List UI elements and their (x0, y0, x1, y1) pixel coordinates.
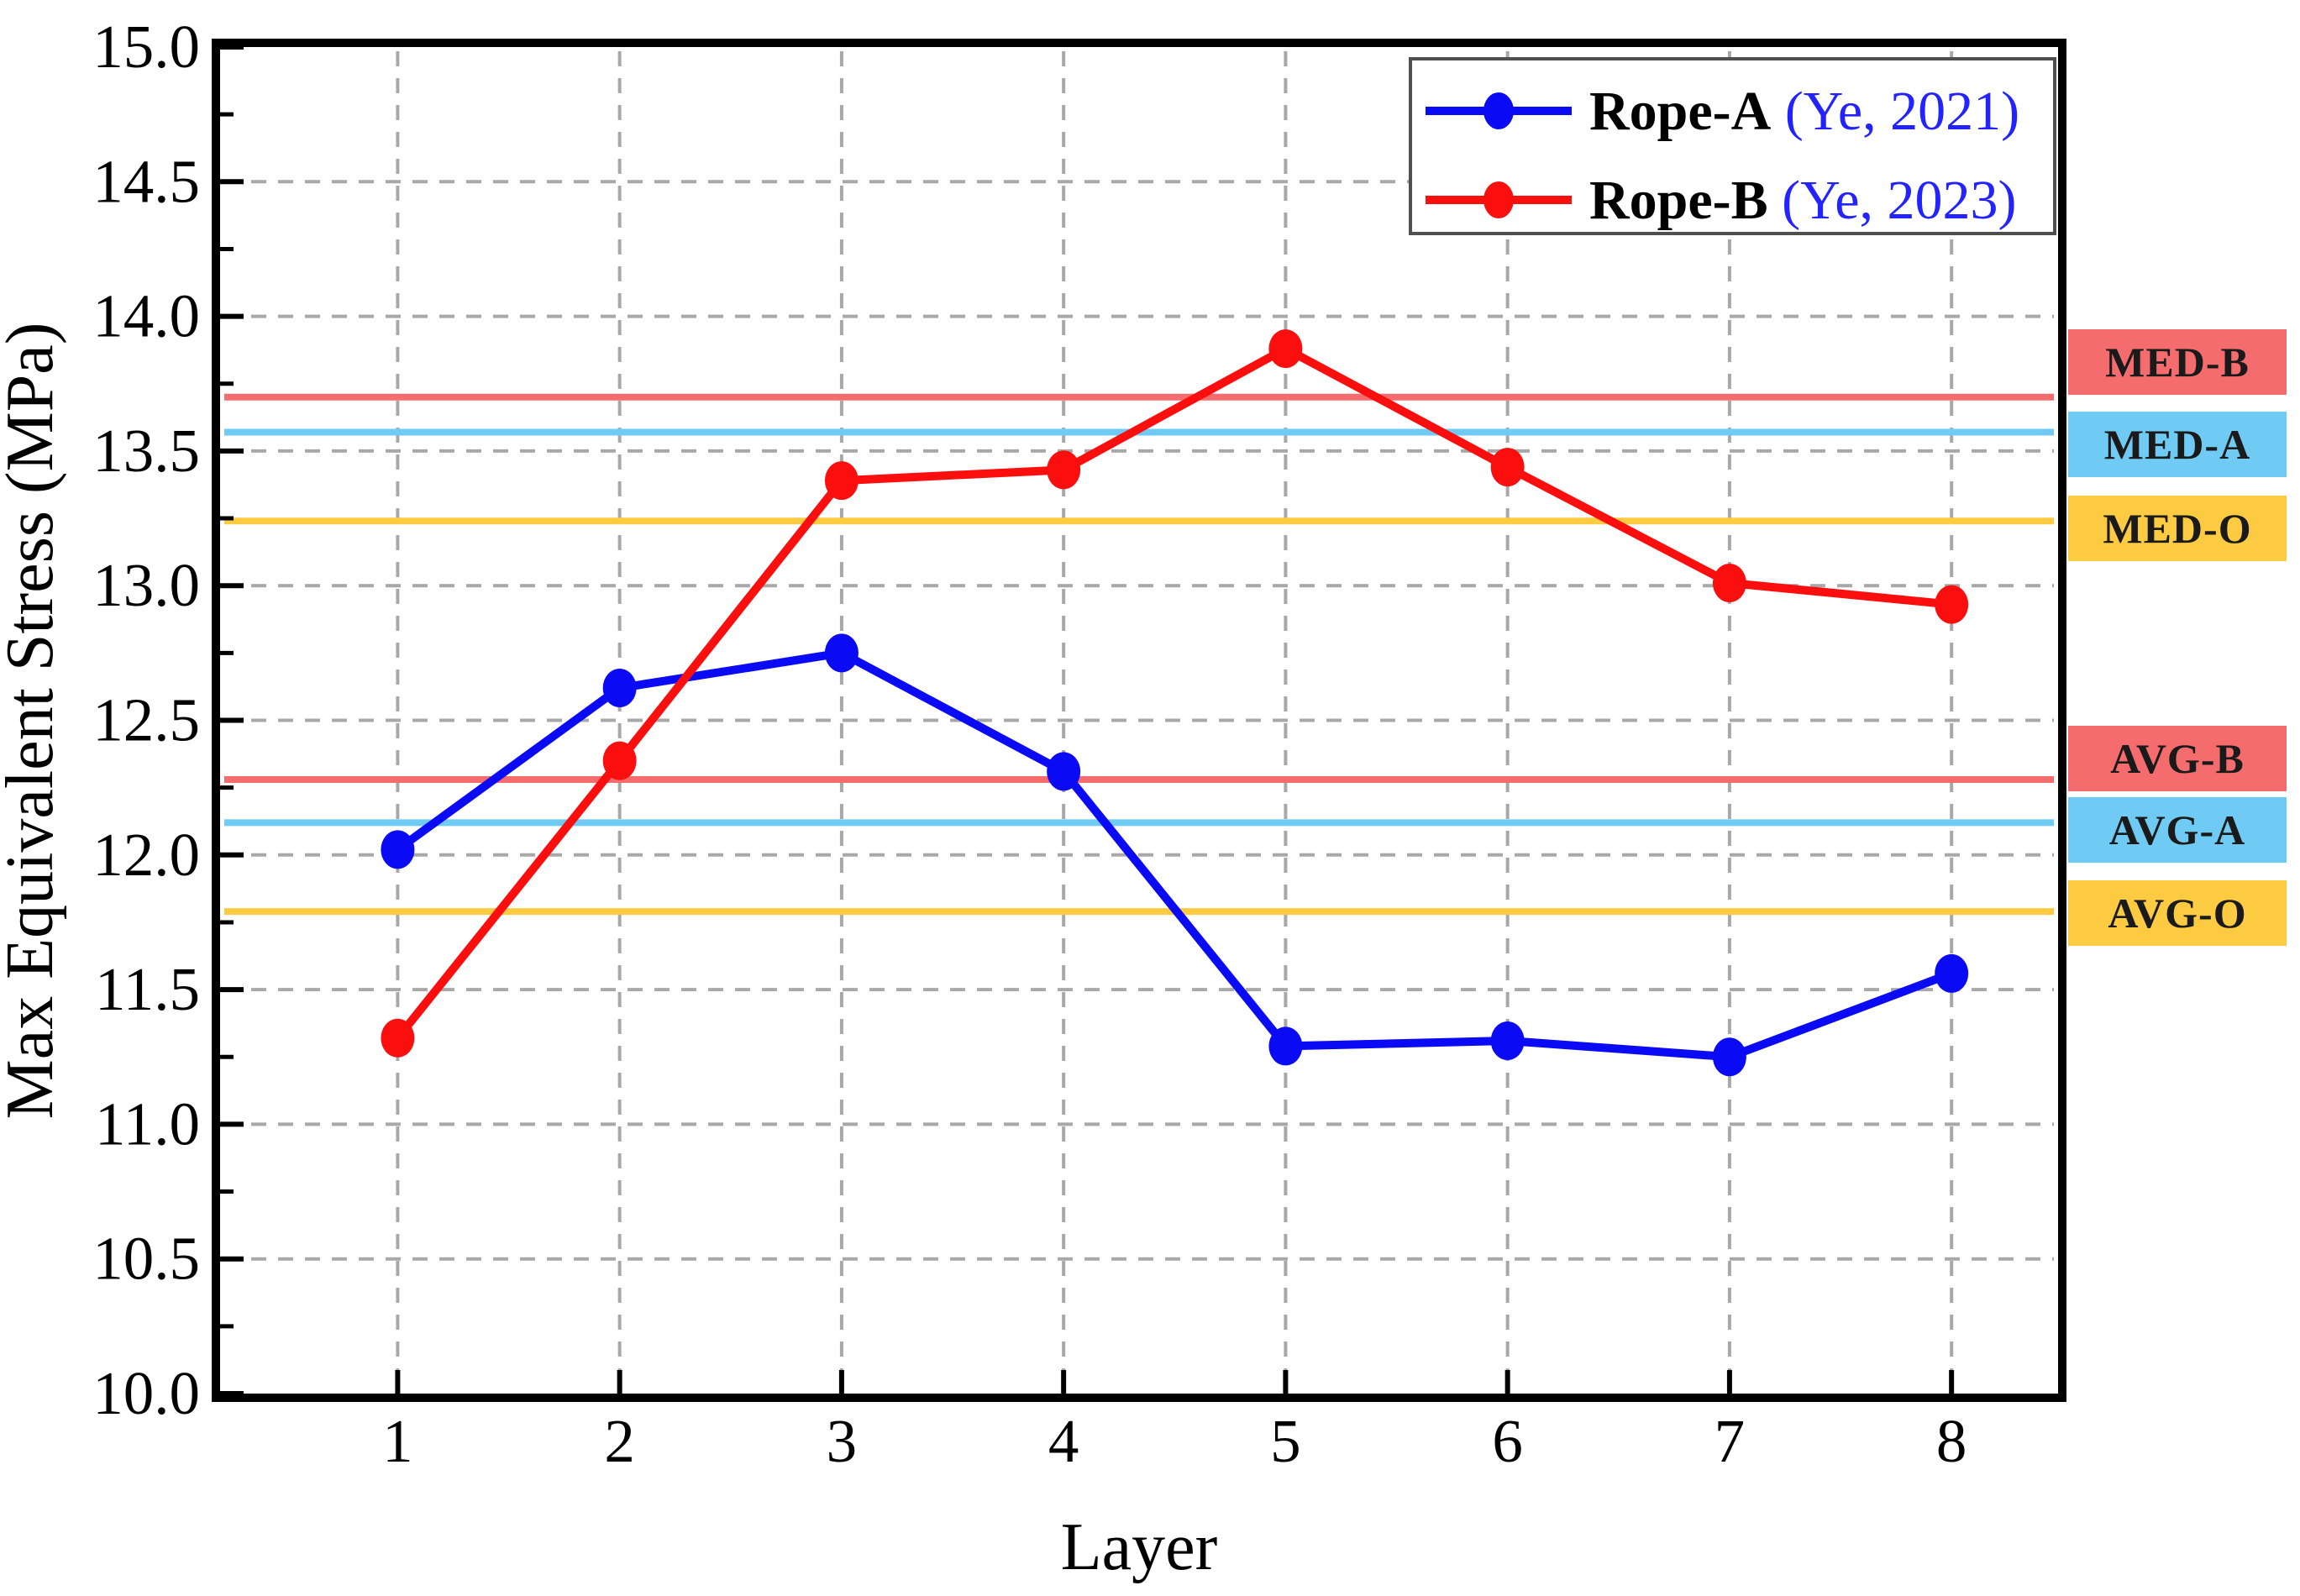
legend-label-rope-b: Rope-B (Ye, 2023) (1589, 170, 2016, 231)
legend-marker-red-circle (1483, 181, 1514, 218)
refline-badge-med-b: MED-B (2068, 329, 2287, 395)
y-tick-label: 14.0 (92, 282, 200, 350)
tick-labels: 10.0 10.5 11.0 11.5 12.0 12.5 13.0 13.5 14.0 14.5… (92, 13, 1967, 1475)
y-tick-label: 10.5 (92, 1225, 200, 1293)
refline-badge-avg-a: AVG-A (2068, 797, 2287, 863)
legend-series-name: Rope-B (1589, 170, 1768, 231)
legend: Rope-A (Ye, 2021) Rope-B (Ye, 2023) (1409, 57, 2056, 235)
y-tick-label: 14.5 (92, 147, 200, 215)
legend-marker-blue-circle (1483, 92, 1514, 129)
y-tick-label: 12.5 (92, 686, 200, 754)
refline-badge-med-o: MED-O (2068, 496, 2287, 561)
y-tick-label: 11.5 (95, 955, 200, 1023)
data-point-rope-b-layer-7 (1712, 563, 1746, 602)
legend-entry-rope-a: Rope-A (Ye, 2021) (1426, 81, 2019, 142)
series-line-rope-b (393, 344, 1956, 1042)
data-point-rope-b-layer-4 (1047, 450, 1081, 490)
y-tick-label: 15.0 (92, 13, 200, 81)
data-point-rope-b-layer-3 (824, 461, 859, 501)
y-tick-label: 10.0 (92, 1359, 200, 1427)
legend-label-rope-a: Rope-A (Ye, 2021) (1589, 81, 2019, 142)
x-tick-label: 3 (827, 1407, 858, 1475)
data-series (381, 329, 1969, 1077)
gridlines (224, 51, 2054, 1389)
x-axis-title: Layer (1061, 1510, 1218, 1584)
y-tick-label: 12.0 (92, 821, 200, 889)
x-tick-label: 2 (604, 1407, 635, 1475)
y-axis-title: Max Equivalent Stress (MPa) (0, 323, 67, 1120)
refline-badge-avg-o: AVG-O (2068, 880, 2287, 946)
data-point-rope-b-layer-8 (1935, 585, 1969, 624)
plot-frame (212, 39, 2066, 1402)
legend-entry-rope-b: Rope-B (Ye, 2023) (1426, 170, 2016, 231)
x-tick-label: 5 (1270, 1407, 1301, 1475)
x-tick-label: 4 (1048, 1407, 1079, 1475)
y-tick-label: 13.0 (92, 551, 200, 619)
data-point-rope-b-layer-1 (381, 1018, 415, 1058)
legend-series-name: Rope-A (1589, 81, 1772, 142)
data-point-rope-b-layer-2 (602, 741, 637, 780)
x-tick-label: 8 (1936, 1407, 1967, 1475)
data-point-rope-a-layer-3 (824, 633, 859, 673)
series-line-rope-a (393, 648, 1956, 1062)
x-tick-label: 7 (1714, 1407, 1746, 1475)
data-point-rope-a-layer-8 (1935, 953, 1969, 993)
data-point-rope-b-layer-5 (1268, 329, 1303, 369)
data-point-rope-a-layer-1 (381, 830, 415, 869)
legend-series-citation: (Ye, 2021) (1771, 81, 2019, 142)
data-point-rope-a-layer-4 (1047, 752, 1081, 791)
refline-badge-avg-b: AVG-B (2068, 726, 2287, 791)
y-tick-label: 11.0 (95, 1089, 200, 1158)
data-point-rope-a-layer-5 (1268, 1026, 1303, 1066)
data-point-rope-b-layer-6 (1490, 448, 1525, 487)
data-point-rope-a-layer-7 (1712, 1037, 1746, 1077)
axis-ticks (218, 45, 1955, 1396)
data-point-rope-a-layer-6 (1490, 1021, 1525, 1061)
data-point-rope-a-layer-2 (602, 669, 637, 708)
x-tick-label: 1 (382, 1407, 413, 1475)
legend-box (1409, 57, 2056, 235)
legend-series-citation: (Ye, 2023) (1768, 170, 2017, 231)
reference-lines (224, 393, 2054, 916)
refline-badge-med-a: MED-A (2068, 412, 2287, 477)
x-tick-label: 6 (1492, 1407, 1523, 1475)
y-tick-label: 13.5 (92, 417, 200, 485)
